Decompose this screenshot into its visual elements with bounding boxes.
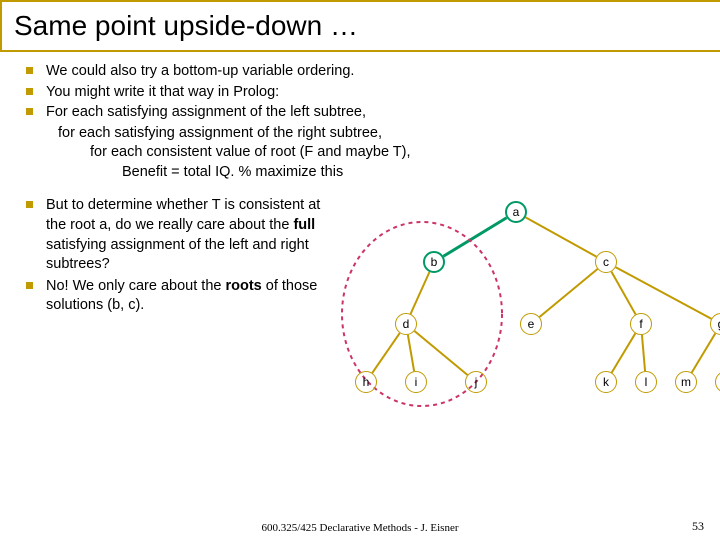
slide-title: Same point upside-down … — [14, 10, 720, 42]
page-number: 53 — [692, 519, 704, 534]
bullet-item: But to determine whether T is consistent… — [26, 196, 326, 274]
bullet-item: We could also try a bottom-up variable o… — [26, 62, 700, 82]
tree-edge — [612, 334, 636, 373]
tree-node-f: f — [630, 313, 652, 335]
tree-edge — [443, 218, 506, 257]
tree-edge — [526, 218, 597, 257]
tree-node-i: i — [405, 371, 427, 393]
tree-node-m: m — [675, 371, 697, 393]
tree-edge — [692, 334, 716, 373]
lower-text: But to determine whether T is consistent… — [26, 196, 326, 315]
sub-line-1: for each satisfying assignment of the ri… — [26, 124, 700, 144]
lower-region: But to determine whether T is consistent… — [26, 196, 700, 315]
bullet-item: For each satisfying assignment of the le… — [26, 103, 700, 123]
tree-edge — [616, 268, 712, 320]
tree-edge — [414, 331, 467, 375]
tree-edge — [539, 269, 597, 317]
sub-line-2: for each consistent value of root (F and… — [26, 143, 700, 163]
tree-edge — [642, 335, 645, 371]
tree-node-j: j — [465, 371, 487, 393]
tree-edge — [611, 272, 635, 315]
tree-diagram: abcdefghijklmn — [326, 194, 720, 424]
lower-bullet-list: But to determine whether T is consistent… — [26, 196, 326, 315]
tree-node-b: b — [423, 251, 445, 273]
footer-text: 600.325/425 Declarative Methods - J. Eis… — [0, 522, 720, 534]
tree-edge — [411, 272, 430, 314]
tree-edges — [326, 194, 720, 424]
tree-node-k: k — [595, 371, 617, 393]
tree-node-e: e — [520, 313, 542, 335]
bullet-item: You might write it that way in Prolog: — [26, 83, 700, 103]
top-bullet-list: We could also try a bottom-up variable o… — [26, 62, 700, 123]
tree-node-h: h — [355, 371, 377, 393]
tree-node-l: l — [635, 371, 657, 393]
slide-body: We could also try a bottom-up variable o… — [0, 52, 720, 316]
sub-line-3: Benefit = total IQ. % maximize this — [26, 163, 700, 183]
tree-edge — [372, 333, 400, 373]
tree-node-d: d — [395, 313, 417, 335]
bullet-item: No! We only care about the roots of thos… — [26, 277, 326, 316]
tree-node-a: a — [505, 201, 527, 223]
tree-edge — [408, 335, 414, 371]
tree-node-c: c — [595, 251, 617, 273]
title-block: Same point upside-down … — [0, 0, 720, 52]
